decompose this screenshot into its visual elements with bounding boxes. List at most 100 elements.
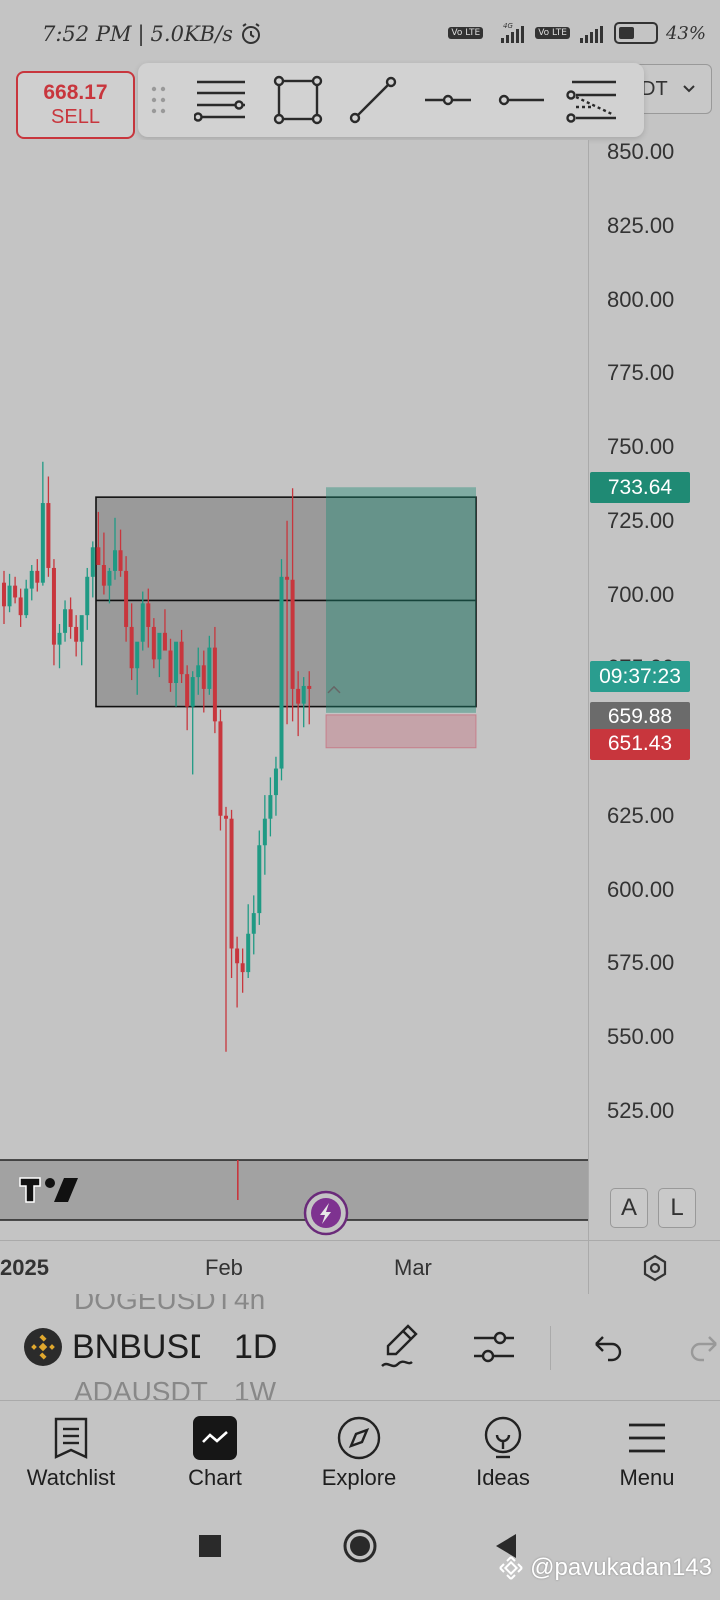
nav-label-menu: Menu bbox=[619, 1465, 675, 1490]
candle-body bbox=[207, 647, 212, 689]
sell-price: 668.17 bbox=[43, 81, 108, 104]
lightning-icon bbox=[320, 1203, 331, 1224]
candle-body bbox=[279, 576, 284, 769]
nav-label-ideas: Ideas bbox=[476, 1465, 530, 1490]
prev-symbol[interactable]: DOGEUSDT bbox=[74, 1294, 233, 1315]
price-tick-label: 550.00 bbox=[607, 1024, 675, 1049]
candle-body bbox=[135, 641, 140, 669]
time-axis[interactable]: 2025 Feb Mar bbox=[0, 1240, 720, 1295]
stop-price-tag: 651.43 bbox=[590, 728, 690, 760]
candle-body bbox=[107, 570, 112, 586]
trend-line-icon bbox=[349, 76, 397, 124]
candle bbox=[162, 609, 167, 651]
candle bbox=[296, 671, 301, 737]
menu-icon bbox=[629, 1423, 665, 1453]
candle bbox=[85, 567, 90, 630]
chart-settings-icon[interactable] bbox=[640, 1253, 670, 1283]
candle bbox=[179, 629, 184, 683]
auto-scale-button[interactable]: A bbox=[610, 1188, 648, 1228]
rectangle-tool[interactable] bbox=[263, 63, 333, 137]
bnb-logo-icon bbox=[24, 1328, 62, 1366]
prev-interval[interactable]: 4h bbox=[234, 1294, 266, 1315]
candle bbox=[201, 650, 206, 713]
current-price-tag: 659.88 bbox=[590, 701, 690, 733]
candle-body bbox=[268, 795, 273, 819]
lightning-button[interactable] bbox=[303, 1190, 349, 1236]
candle-body bbox=[262, 818, 267, 846]
drag-handle-icon[interactable] bbox=[150, 85, 168, 115]
candle-body bbox=[129, 626, 134, 669]
price-tick-label: 625.00 bbox=[607, 802, 675, 828]
next-interval[interactable]: 1W bbox=[234, 1376, 276, 1400]
candle-body bbox=[140, 603, 145, 642]
candle bbox=[107, 567, 112, 604]
undo-icon[interactable] bbox=[590, 1322, 624, 1372]
status-right: Vo LTE 4G Vo LTE 43% bbox=[448, 22, 706, 44]
nav-chart[interactable]: Chart bbox=[150, 1415, 280, 1495]
sell-label: SELL bbox=[51, 106, 100, 128]
nav-menu[interactable]: Menu bbox=[582, 1415, 712, 1495]
home-icon[interactable] bbox=[342, 1528, 378, 1564]
chevron-down-icon bbox=[682, 85, 695, 93]
log-scale-button[interactable]: L bbox=[658, 1188, 696, 1228]
sell-button[interactable]: 668.17 SELL bbox=[16, 71, 135, 139]
candle-body bbox=[179, 641, 184, 675]
candle-body bbox=[224, 815, 228, 819]
fib-tool[interactable] bbox=[558, 63, 628, 137]
info-line-tool[interactable] bbox=[486, 63, 556, 137]
candle-body bbox=[201, 665, 206, 689]
nav-label-explore: Explore bbox=[321, 1465, 397, 1490]
volte-icon-2: Vo LTE bbox=[535, 27, 570, 39]
candle-body bbox=[68, 609, 73, 627]
profit-zone[interactable] bbox=[326, 487, 476, 713]
candle-body bbox=[257, 845, 262, 914]
candle bbox=[240, 948, 245, 993]
recents-icon[interactable] bbox=[198, 1534, 222, 1558]
back-icon[interactable] bbox=[494, 1532, 518, 1560]
candle-body bbox=[18, 597, 23, 616]
candle bbox=[57, 624, 62, 669]
horizontal-lines-tool[interactable] bbox=[186, 63, 256, 137]
nav-label-chart: Chart bbox=[188, 1465, 242, 1490]
price-axis[interactable]: 850.00 825.00 800.00 775.00 750.00 725.00 700.… bbox=[588, 139, 720, 1240]
candle-body bbox=[296, 688, 301, 704]
candle bbox=[307, 671, 312, 725]
trend-line-tool[interactable] bbox=[338, 63, 408, 137]
candle-body bbox=[273, 768, 278, 796]
horizontal-ray-tool[interactable] bbox=[413, 63, 483, 137]
candle bbox=[96, 511, 101, 565]
candle bbox=[140, 591, 145, 651]
loss-zone[interactable] bbox=[325, 714, 477, 749]
next-symbol[interactable]: ADAUSDT bbox=[74, 1376, 208, 1400]
candle bbox=[90, 541, 95, 598]
candle-body bbox=[79, 615, 84, 642]
candle bbox=[273, 756, 278, 816]
candle-body bbox=[96, 547, 101, 565]
candle bbox=[74, 615, 79, 657]
redo-icon[interactable] bbox=[688, 1322, 720, 1372]
position-handle-icon[interactable] bbox=[327, 685, 341, 694]
symbol-name[interactable]: BNBUSDT bbox=[72, 1328, 200, 1366]
candle-body bbox=[63, 609, 68, 633]
nav-label-watchlist: Watchlist bbox=[26, 1465, 116, 1490]
time-label-year: 2025 bbox=[0, 1255, 49, 1280]
price-tick-label: 800.00 bbox=[607, 286, 675, 312]
candle-body bbox=[57, 632, 62, 645]
candle bbox=[2, 570, 6, 624]
price-chart[interactable] bbox=[0, 140, 588, 1240]
candle-body bbox=[13, 585, 18, 598]
candle bbox=[40, 461, 45, 586]
axis-corner-divider bbox=[588, 1241, 589, 1295]
interval-selector[interactable]: 1D bbox=[234, 1328, 278, 1366]
lightbulb-icon bbox=[484, 1416, 522, 1459]
candle-body bbox=[285, 576, 290, 580]
pencil-icon[interactable] bbox=[378, 1322, 422, 1372]
candle-body bbox=[51, 567, 56, 645]
time-label-mar: Mar bbox=[394, 1255, 432, 1280]
candle-wick-overlay bbox=[237, 1160, 239, 1200]
indicators-icon[interactable] bbox=[472, 1322, 516, 1372]
nav-explore[interactable]: Explore bbox=[294, 1415, 424, 1495]
nav-ideas[interactable]: Ideas bbox=[438, 1415, 568, 1495]
candle bbox=[268, 777, 273, 837]
nav-watchlist[interactable]: Watchlist bbox=[6, 1415, 136, 1495]
